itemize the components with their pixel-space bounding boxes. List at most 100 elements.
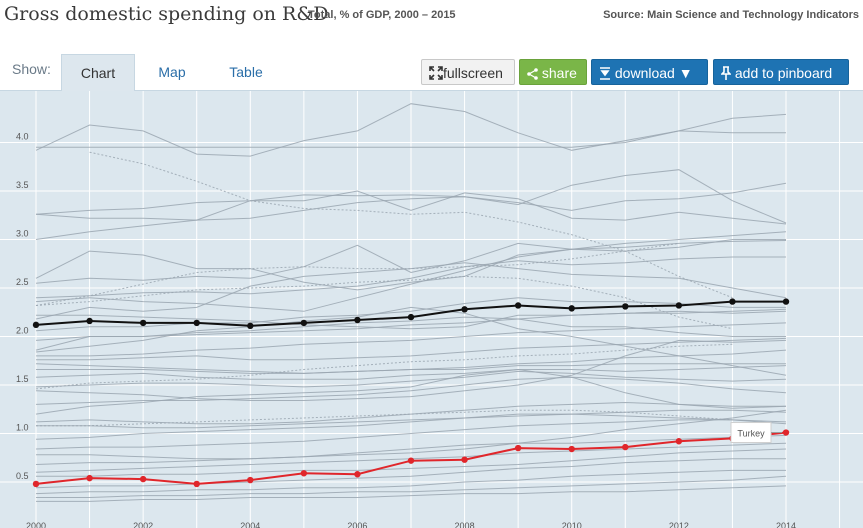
chart-area: Turkey 0.5 1.0 1.5 2.0 2.5 3.0 3.5 4.0 2000 2002 2… <box>0 91 863 528</box>
highlight-series-point <box>300 470 308 477</box>
show-label: Show: <box>12 61 51 77</box>
background-series-line <box>35 306 787 376</box>
highlight-series-point <box>675 302 683 309</box>
background-series-line <box>36 475 787 498</box>
line-chart: Turkey 0.5 1.0 1.5 2.0 2.5 3.0 3.5 4.0 2000 2002 2… <box>0 91 863 528</box>
share-icon <box>527 68 538 80</box>
download-label: download ▼ <box>614 65 693 81</box>
background-series-line <box>35 275 733 330</box>
highlight-series-point <box>622 303 629 310</box>
fullscreen-label: fullscreen <box>443 65 503 81</box>
x-tick-label: 2010 <box>562 521 582 528</box>
x-tick-label: 2006 <box>347 521 367 528</box>
x-tick-label: 2004 <box>240 521 260 528</box>
chart-header: Gross domestic spending on R&D Total, % … <box>0 0 863 34</box>
share-button[interactable]: share <box>519 59 587 85</box>
highlight-series-point <box>32 480 40 488</box>
background-series-line <box>35 434 787 465</box>
x-tick-label: 2008 <box>455 521 475 528</box>
background-series-line <box>36 337 787 361</box>
background-series-line <box>35 182 787 240</box>
tab-map[interactable]: Map <box>158 64 186 80</box>
y-tick-label: 1.0 <box>16 423 29 433</box>
x-tick-label: 2012 <box>669 521 689 528</box>
background-series-line <box>35 339 787 401</box>
highlight-series-point <box>407 457 415 464</box>
series-label-text: Turkey <box>737 429 765 439</box>
fullscreen-button[interactable]: fullscreen <box>421 59 515 85</box>
x-tick-label: 2014 <box>776 521 796 528</box>
highlight-series-point <box>247 322 254 330</box>
background-series-line <box>36 409 733 427</box>
highlight-series-point <box>622 443 629 451</box>
background-series-line <box>36 322 787 357</box>
tab-table[interactable]: Table <box>229 64 263 80</box>
background-series-line <box>35 103 786 157</box>
background-series-line <box>36 363 786 374</box>
highlight-series-point <box>193 480 200 488</box>
background-series-line <box>35 419 787 450</box>
highlight-series-point <box>300 319 308 327</box>
background-series-line <box>35 242 679 306</box>
highlight-series-point <box>568 305 575 312</box>
chart-title: Gross domestic spending on R&D <box>4 3 329 25</box>
y-tick-label: 3.0 <box>16 229 29 239</box>
background-series-line <box>35 370 787 388</box>
highlight-series-point <box>461 306 468 313</box>
background-series-line <box>36 448 787 477</box>
x-tick-label: 2000 <box>26 521 46 528</box>
background-series-line <box>35 401 786 425</box>
toolbar: Show: Chart Map Table fullscreen share d… <box>0 54 863 92</box>
y-tick-label: 4.0 <box>16 132 29 142</box>
background-series-line <box>35 368 787 415</box>
highlight-series-point <box>32 321 40 329</box>
download-button[interactable]: download ▼ <box>591 59 708 85</box>
background-series-line <box>35 297 786 332</box>
highlight-series-point <box>86 317 93 325</box>
highlight-series-point <box>675 438 683 445</box>
highlight-series-point <box>568 445 575 453</box>
pin-icon <box>720 66 732 80</box>
background-series-line <box>36 485 787 502</box>
background-series-line <box>36 310 787 330</box>
background-series-line <box>35 239 786 284</box>
highlight-series-point <box>354 316 361 324</box>
background-series-line <box>35 365 787 380</box>
background-series-layer <box>35 103 787 502</box>
background-series-line <box>35 262 787 320</box>
share-label: share <box>541 65 577 81</box>
background-series-line <box>35 413 787 440</box>
highlight-series-point <box>729 298 736 305</box>
add-to-pinboard-button[interactable]: add to pinboard <box>713 59 849 85</box>
y-tick-label: 2.0 <box>16 326 29 336</box>
highlight-series-point <box>193 319 200 327</box>
background-series-line <box>35 343 733 390</box>
highlight-series-layer: Turkey <box>32 298 790 488</box>
axis-labels-layer: 0.5 1.0 1.5 2.0 2.5 3.0 3.5 4.0 2000 2002 2004 2006… <box>16 132 796 528</box>
y-tick-label: 2.5 <box>16 277 29 287</box>
highlight-series-point <box>354 471 361 478</box>
chart-subtitle: Total, % of GDP, 2000 – 2015 <box>308 9 456 21</box>
background-series-line <box>35 169 787 224</box>
background-series-line <box>36 113 787 148</box>
expand-icon <box>429 66 443 80</box>
y-tick-label: 0.5 <box>16 471 29 481</box>
highlight-series-point <box>139 475 147 483</box>
highlight-series-point <box>139 319 147 327</box>
highlight-series-point <box>86 474 93 482</box>
highlight-series-point <box>782 298 790 305</box>
highlight-series-point <box>407 313 415 321</box>
highlight-series-point <box>782 429 790 436</box>
background-series-line <box>35 469 786 495</box>
y-tick-label: 3.5 <box>16 180 29 190</box>
background-series-line <box>35 316 786 351</box>
highlight-series-point <box>514 444 522 452</box>
background-series-line <box>35 240 787 291</box>
background-series-line <box>35 256 786 299</box>
tab-chart[interactable]: Chart <box>61 54 135 92</box>
background-series-line <box>35 190 787 225</box>
highlight-series-point <box>247 476 254 484</box>
background-series-line <box>36 409 787 460</box>
download-icon <box>600 67 610 80</box>
background-series-line <box>36 409 787 429</box>
